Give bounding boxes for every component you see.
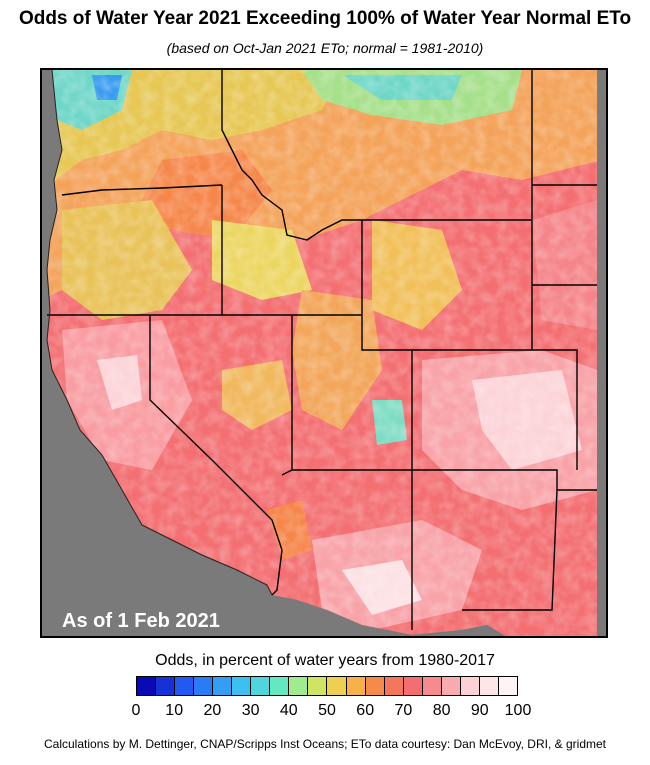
- colorbar-tick-label: 90: [470, 702, 489, 719]
- colorbar-tick-label: 100: [504, 702, 532, 719]
- east-border-mask: [597, 70, 606, 636]
- map-title: Odds of Water Year 2021 Exceeding 100% o…: [18, 8, 632, 29]
- colorbar-segment: [441, 677, 461, 695]
- colorbar-segment: [251, 677, 271, 695]
- colorbar-segment: [327, 677, 347, 695]
- colorbar: [136, 676, 518, 696]
- odds-map: [40, 68, 608, 638]
- land-surface: [47, 70, 597, 636]
- colorbar-segment: [403, 677, 423, 695]
- colorbar-tick-label: 30: [241, 702, 260, 719]
- colorbar-segment: [460, 677, 480, 695]
- colorbar-tick-label: 10: [165, 702, 184, 719]
- coastline: [46, 70, 273, 596]
- colorbar-segment: [156, 677, 176, 695]
- colorbar-tick-label: 70: [394, 702, 413, 719]
- state-boundaries: [47, 70, 597, 630]
- credit-line: Calculations by M. Dettinger, CNAP/Scrip…: [44, 737, 606, 751]
- colorbar-segment: [270, 677, 290, 695]
- colorbar-segment: [498, 677, 517, 695]
- colorbar-segment: [479, 677, 499, 695]
- colorbar-tick-label: 40: [279, 702, 298, 719]
- mexico-mask: [272, 595, 506, 636]
- colorbar-tick-label: 0: [131, 702, 141, 719]
- map-subtitle: (based on Oct-Jan 2021 ETo; normal = 198…: [166, 40, 484, 56]
- colorbar-tick-label: 80: [432, 702, 451, 719]
- colorbar-segment: [365, 677, 385, 695]
- colorbar-tick-label: 20: [203, 702, 222, 719]
- colorbar-segment: [422, 677, 442, 695]
- colorbar-segment: [289, 677, 309, 695]
- colorbar-tick-labels: 0 10 20 30 40 50 60 70 80 90 100: [132, 702, 532, 722]
- legend-title: Odds, in percent of water years from 198…: [155, 652, 495, 669]
- colorbar-segment: [175, 677, 195, 695]
- colorbar-segment: [137, 677, 157, 695]
- colorbar-segment: [232, 677, 252, 695]
- date-label: As of 1 Feb 2021: [62, 610, 220, 632]
- colorbar-segment: [346, 677, 366, 695]
- colorbar-segment: [194, 677, 214, 695]
- colorbar-segment: [384, 677, 404, 695]
- colorbar-tick-label: 60: [356, 702, 375, 719]
- map-canvas: [46, 70, 606, 636]
- colorbar-segment: [308, 677, 328, 695]
- colorbar-tick-label: 50: [318, 702, 336, 719]
- colorbar-segment: [213, 677, 233, 695]
